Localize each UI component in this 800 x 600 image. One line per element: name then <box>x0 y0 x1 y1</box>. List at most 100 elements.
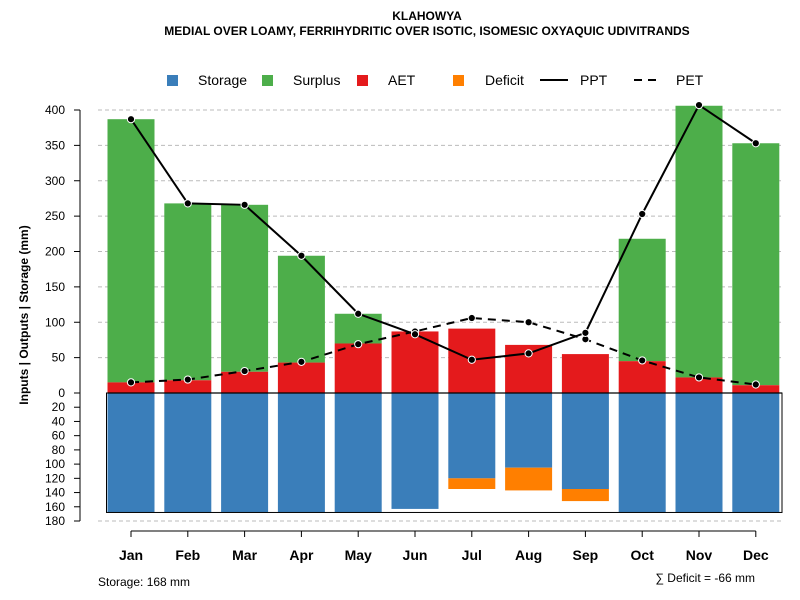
ppt-point <box>751 139 760 148</box>
y-tick-label: 100 <box>45 457 65 471</box>
ppt-point <box>524 349 533 358</box>
y-tick-label: 180 <box>45 514 65 528</box>
storage-bar <box>277 393 325 513</box>
ppt-point <box>410 330 420 339</box>
legend-swatch-aet <box>357 75 368 86</box>
surplus-bar <box>618 238 666 362</box>
x-tick-label: Nov <box>686 547 713 563</box>
aet-bar <box>277 362 325 393</box>
x-tick-label: Jun <box>403 547 428 563</box>
x-tick-label: May <box>345 547 372 563</box>
ppt-line <box>130 103 757 361</box>
pet-point <box>524 318 533 327</box>
legend-swatch-surplus <box>262 75 273 86</box>
storage-bar <box>618 393 666 513</box>
y-tick-label: 50 <box>52 351 66 365</box>
pet-point <box>297 357 306 366</box>
y-tick-label: 40 <box>52 414 66 428</box>
legend-label-storage: Storage <box>198 72 247 88</box>
y-tick-label: 60 <box>52 429 66 443</box>
legend-label-deficit: Deficit <box>485 72 524 88</box>
y-tick-label: 400 <box>45 103 65 117</box>
legend-label-pet: PET <box>676 72 704 88</box>
y-axis-label: Inputs | Outputs | Storage (mm) <box>17 225 31 404</box>
aet-bar <box>221 371 269 393</box>
y-tick-label: 20 <box>52 400 66 414</box>
pet-point <box>751 380 760 389</box>
surplus-bar <box>164 203 212 381</box>
axes: 0501001502002503003504002040608010012014… <box>45 103 769 563</box>
legend-label-aet: AET <box>388 72 416 88</box>
legend-swatch-deficit <box>453 75 464 86</box>
y-tick-label: 250 <box>45 209 65 223</box>
y-tick-label: 100 <box>45 315 65 329</box>
deficit-bar <box>505 467 553 491</box>
aet-bar <box>675 377 723 393</box>
pet-line <box>130 316 756 386</box>
aet-bar <box>561 354 609 393</box>
y-tick-label: 160 <box>45 500 65 514</box>
legend-label-surplus: Surplus <box>293 72 340 88</box>
legend-label-ppt: PPT <box>580 72 608 88</box>
surplus-bar <box>334 313 382 344</box>
grid-lines <box>98 109 782 522</box>
x-tick-label: Apr <box>289 547 314 563</box>
deficit-bar <box>448 478 496 489</box>
x-tick-label: Jan <box>119 547 143 563</box>
ppt-point <box>581 328 590 337</box>
x-tick-label: Jul <box>462 547 482 563</box>
surplus-bar <box>732 143 780 386</box>
storage-bar <box>391 393 439 509</box>
x-tick-label: Aug <box>515 547 542 563</box>
surplus-bar <box>107 119 155 383</box>
storage-bar <box>107 393 155 513</box>
x-tick-label: Feb <box>175 547 200 563</box>
ppt-point <box>240 200 249 209</box>
ppt-point <box>354 309 363 318</box>
y-tick-label: 350 <box>45 138 65 152</box>
y-tick-label: 150 <box>45 280 65 294</box>
legend-swatch-storage <box>167 75 178 86</box>
series-lines <box>126 100 760 389</box>
aet-bar <box>732 385 780 393</box>
storage-bar <box>164 393 212 513</box>
ppt-point <box>126 115 136 124</box>
aet-bar <box>334 343 382 393</box>
x-tick-label: Mar <box>232 547 257 563</box>
pet-point <box>467 313 476 323</box>
ppt-point <box>183 199 192 208</box>
x-tick-label: Sep <box>573 547 599 563</box>
aet-bar <box>164 380 212 393</box>
y-tick-label: 120 <box>45 471 65 485</box>
pet-point <box>638 356 647 365</box>
aet-bar <box>618 361 666 393</box>
storage-bar <box>334 393 382 513</box>
ppt-point <box>297 251 306 260</box>
surplus-bar <box>675 105 723 378</box>
pet-point <box>240 366 249 376</box>
aet-bar <box>107 382 155 393</box>
y-tick-label: 200 <box>45 245 65 259</box>
pet-point <box>354 340 363 349</box>
y-tick-label: 80 <box>52 443 66 457</box>
deficit-bar <box>561 489 609 502</box>
pet-point <box>126 378 136 387</box>
storage-bar <box>221 393 269 513</box>
surplus-bar <box>277 255 325 363</box>
x-tick-label: Oct <box>631 547 655 563</box>
y-tick-label: 140 <box>45 486 65 500</box>
surplus-bar <box>221 204 269 372</box>
storage-bar <box>732 393 780 513</box>
x-tick-label: Dec <box>743 547 769 563</box>
y-tick-label: 300 <box>45 174 65 188</box>
legend: Storage Surplus AET Deficit PPT PET <box>167 72 704 88</box>
storage-bar <box>505 393 553 468</box>
ppt-point <box>694 100 704 110</box>
ppt-point <box>638 209 647 219</box>
ppt-point <box>467 355 476 364</box>
pet-point <box>183 375 192 384</box>
storage-bar <box>561 393 609 489</box>
bars <box>106 105 783 513</box>
chart-title: KLAHOWYA <box>392 9 462 23</box>
